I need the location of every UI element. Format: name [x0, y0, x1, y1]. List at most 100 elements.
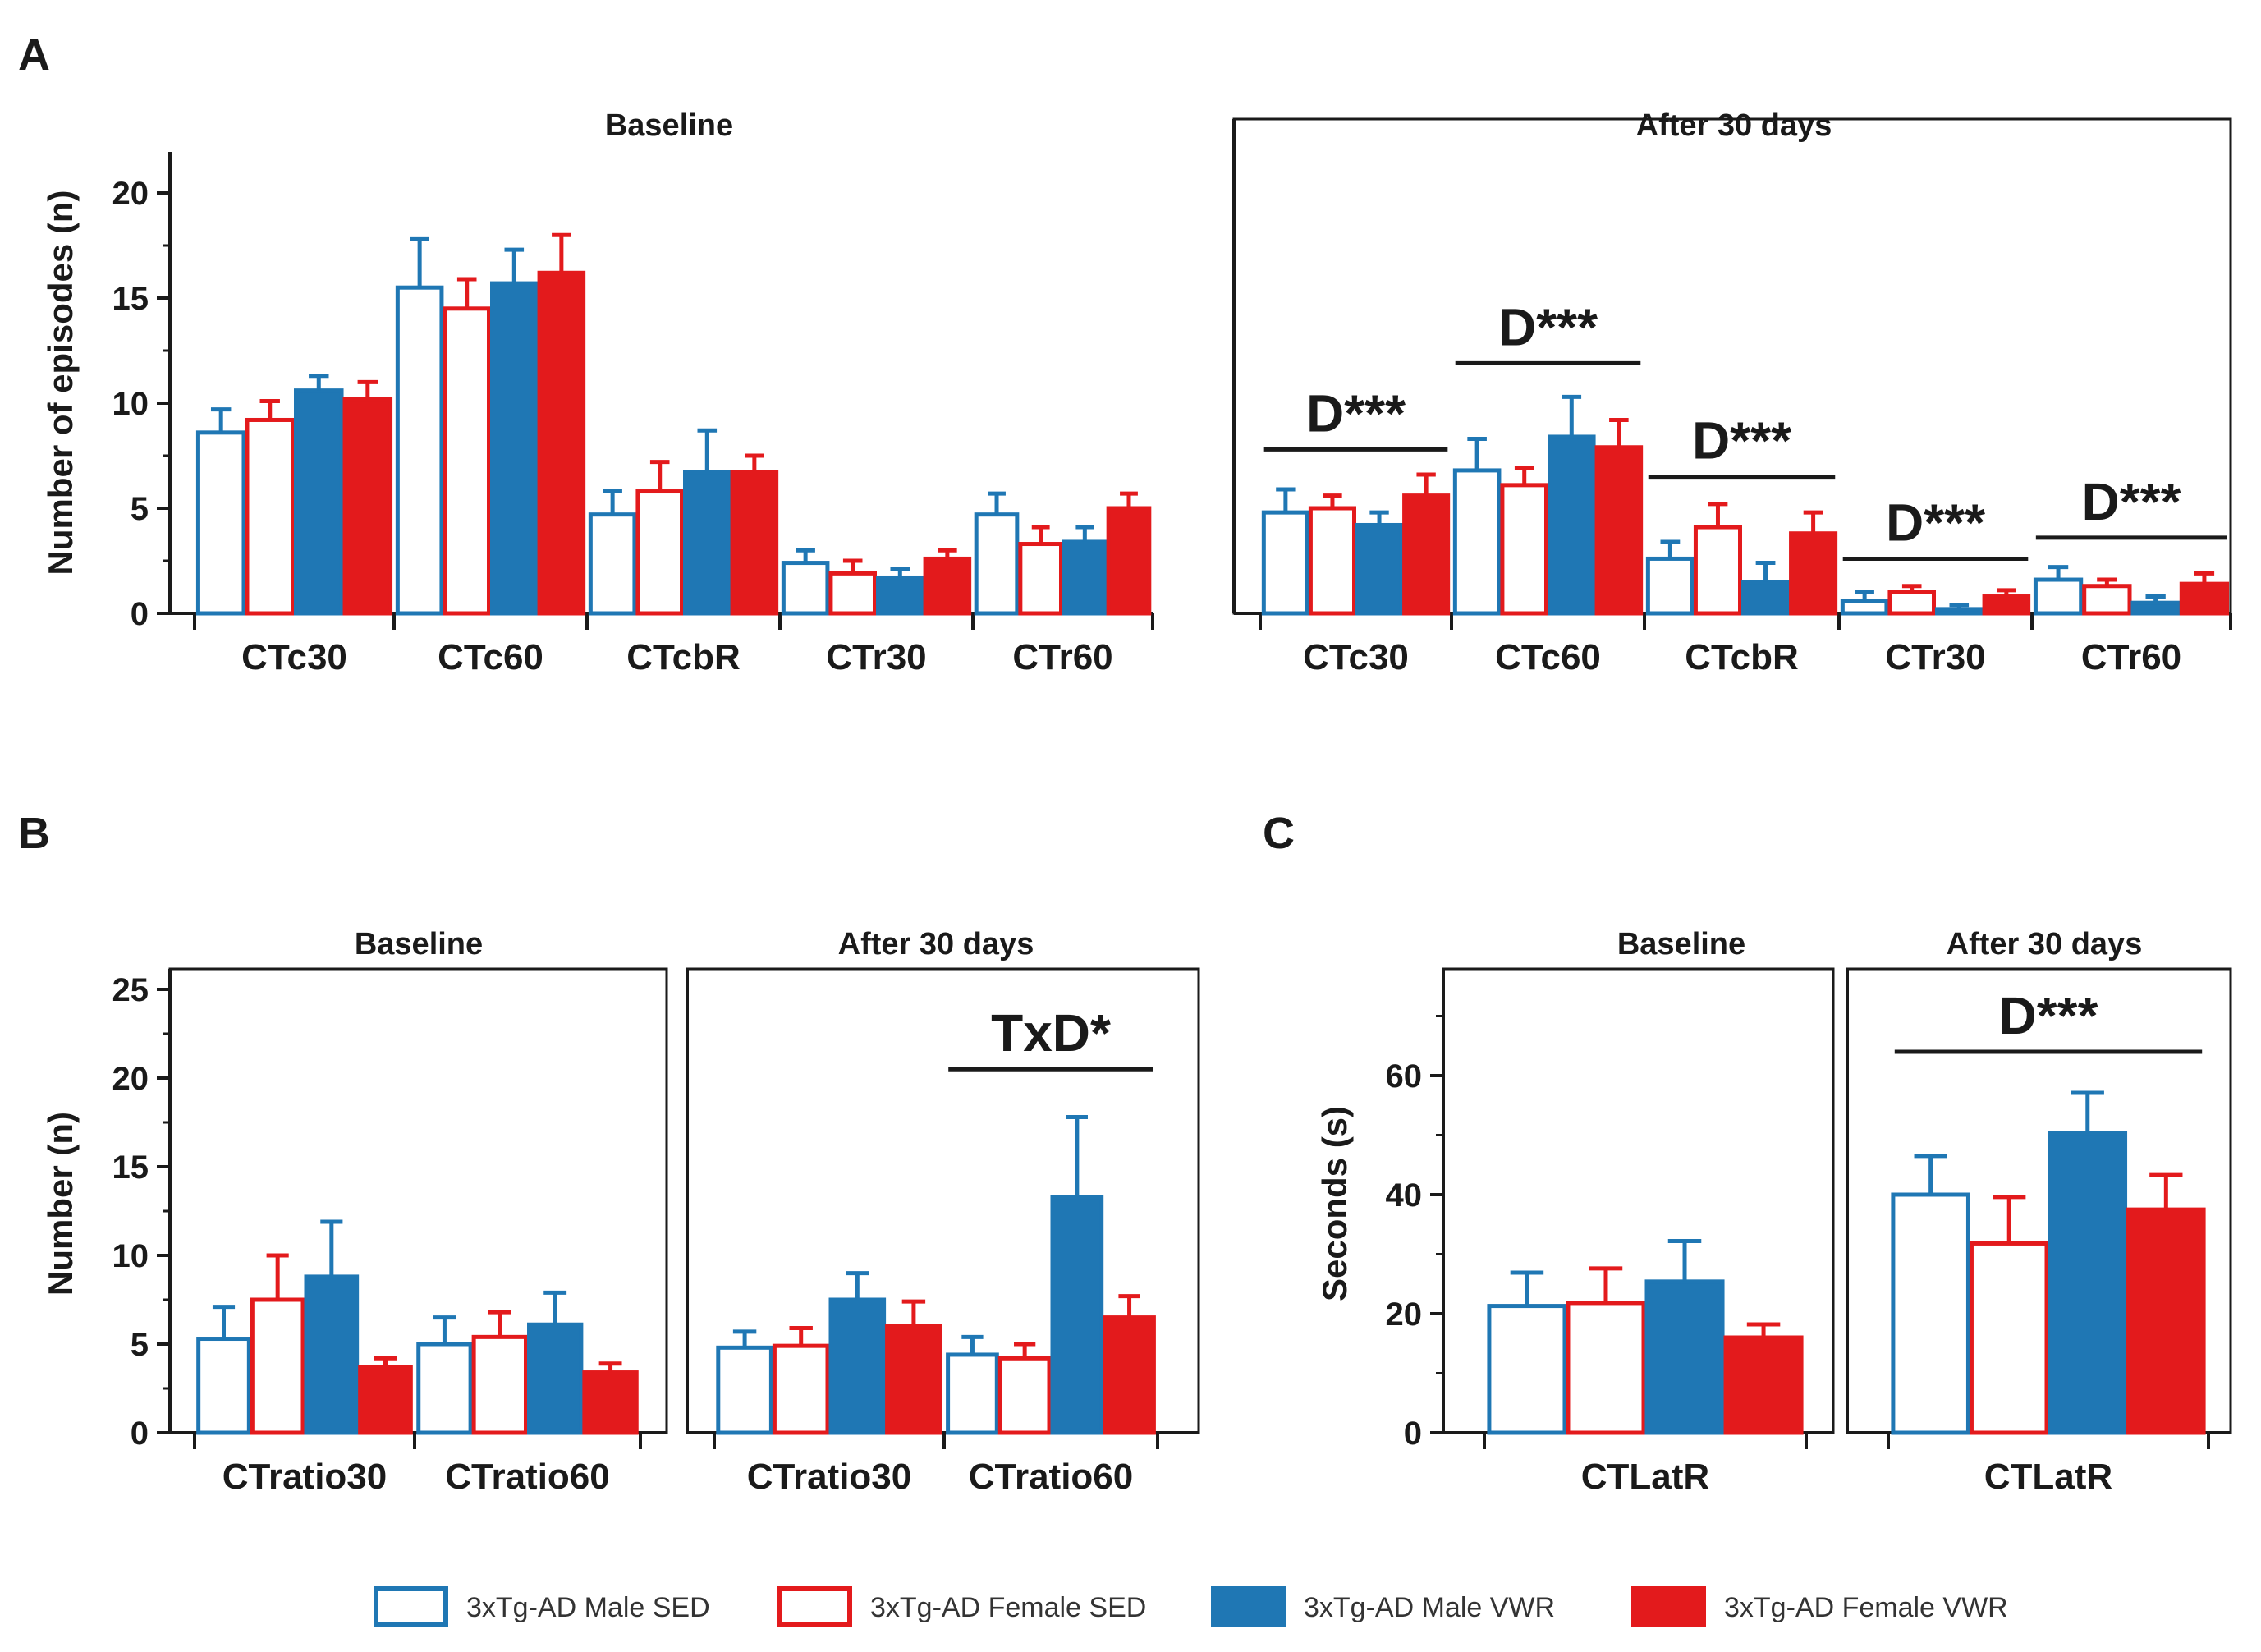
x-tick-label-ctratio60: CTratio60 — [445, 1457, 610, 1497]
bar-3xtg-ad-male-vwr-ctratio60 — [1050, 1195, 1104, 1435]
legend-swatch-3xtg-ad-male-sed — [374, 1586, 448, 1627]
bar-3xtg-ad-male-sed-ctr60 — [974, 512, 1020, 616]
legend: 3xTg-AD Male SED 3xTg-AD Female SED 3xTg-A… — [374, 1586, 2008, 1627]
bar-3xtg-ad-male-vwr-ctc60 — [1548, 434, 1596, 616]
y-axis-label: Number (n) — [41, 1112, 80, 1296]
panel-title: Baseline — [605, 108, 733, 143]
x-tick-label-ctc30: CTc30 — [1303, 637, 1409, 677]
bar-3xtg-ad-female-sed-ctlatr — [1969, 1241, 2049, 1435]
bar-3xtg-ad-male-sed-ctc60 — [395, 285, 444, 616]
bar-3xtg-ad-male-vwr-ctr60 — [2130, 600, 2181, 616]
bar-3xtg-ad-female-vwr-ctr30 — [923, 556, 972, 616]
x-tick-label-ctr30: CTr30 — [826, 637, 926, 677]
x-tick-label-ctlatr: CTLatR — [1581, 1457, 1709, 1497]
bar-3xtg-ad-female-vwr-ctr60 — [2179, 581, 2230, 616]
bar-3xtg-ad-male-sed-ctratio60 — [416, 1342, 473, 1435]
bar-3xtg-ad-female-sed-ctr60 — [1018, 542, 1063, 616]
bar-3xtg-ad-female-sed-ctcbr — [635, 489, 684, 616]
bar-3xtg-ad-male-vwr-ctc30 — [1355, 522, 1404, 616]
bar-3xtg-ad-female-vwr-ctratio60 — [582, 1370, 639, 1435]
chart-C-after: After 30 days CTLatR D*** — [1846, 927, 2232, 1497]
bar-3xtg-ad-female-sed-ctratio30 — [250, 1297, 305, 1435]
x-tick-label-ctc60: CTc60 — [438, 637, 543, 677]
chart-A-after: After 30 days CTc30 CTc60 CTcbR CTr30 CTr60 D*… — [1232, 108, 2232, 677]
y-tick-label: 20 — [1386, 1296, 1423, 1333]
bar-3xtg-ad-male-sed-ctlatr — [1487, 1304, 1567, 1435]
bar-3xtg-ad-female-vwr-ctcbr — [730, 470, 779, 616]
y-tick-label: 5 — [131, 1327, 149, 1363]
bar-3xtg-ad-female-sed-ctc60 — [1500, 483, 1549, 616]
y-tick-label: 60 — [1386, 1058, 1423, 1094]
bar-3xtg-ad-female-sed-ctratio30 — [772, 1343, 830, 1435]
legend-label: 3xTg-AD Female VWR — [1724, 1592, 2008, 1623]
bar-3xtg-ad-male-vwr-ctc60 — [490, 281, 539, 616]
bar-3xtg-ad-male-sed-ctratio60 — [946, 1352, 999, 1435]
bar-3xtg-ad-male-vwr-ctc30 — [294, 388, 344, 616]
legend-swatch-3xtg-ad-male-vwr — [1211, 1586, 1286, 1627]
bar-3xtg-ad-female-vwr-ctratio30 — [358, 1365, 413, 1435]
bar-3xtg-ad-female-vwr-ctr30 — [1982, 594, 2031, 616]
bar-3xtg-ad-female-sed-ctc60 — [443, 306, 491, 616]
bar-3xtg-ad-female-sed-ctc30 — [1308, 506, 1357, 616]
panel-title: After 30 days — [1636, 108, 1832, 143]
y-tick-label: 15 — [112, 281, 149, 317]
bar-3xtg-ad-female-vwr-ctratio60 — [1103, 1315, 1156, 1435]
chart-B-baseline: B Baseline 0 5 10 15 20 25 Number (n) CTratio30 CT… — [18, 809, 668, 1497]
bar-3xtg-ad-female-vwr-ctlatr — [1723, 1335, 1804, 1435]
x-tick-label-ctcbr: CTcbR — [1685, 637, 1799, 677]
legend-swatch-3xtg-ad-female-vwr — [1631, 1586, 1706, 1627]
chart-C-baseline: C Baseline 0 20 40 60 Seconds (s) CTLatR — [1263, 809, 1835, 1497]
x-tick-label-ctr60: CTr60 — [2081, 637, 2181, 677]
bar-3xtg-ad-female-vwr-ctc60 — [537, 270, 586, 616]
significance-label: D*** — [1886, 493, 1985, 552]
bar-3xtg-ad-female-sed-ctr60 — [2082, 584, 2132, 616]
legend-swatch-3xtg-ad-female-sed — [777, 1586, 852, 1627]
bar-3xtg-ad-male-vwr-ctratio60 — [527, 1322, 584, 1435]
bar-3xtg-ad-male-sed-ctcbr — [588, 512, 637, 616]
panel-letter-B: B — [18, 809, 50, 858]
y-axis-label: Number of episodes (n) — [41, 190, 80, 575]
chart-B-after: After 30 days CTratio30 CTratio60 TxD* — [686, 927, 1200, 1497]
bar-3xtg-ad-female-vwr-ctcbr — [1789, 531, 1838, 616]
bar-3xtg-ad-female-vwr-ctc30 — [342, 397, 393, 616]
significance-label: D*** — [1999, 986, 2098, 1045]
significance-label: D*** — [1306, 383, 1406, 443]
x-tick-label-ctratio60: CTratio60 — [969, 1457, 1134, 1497]
panel-title: Baseline — [1617, 927, 1745, 961]
bar-3xtg-ad-male-sed-ctcbr — [1645, 556, 1695, 616]
bar-3xtg-ad-female-vwr-ctratio30 — [885, 1324, 942, 1435]
y-tick-label: 0 — [131, 1416, 149, 1452]
panel-title: Baseline — [355, 927, 483, 961]
significance-label: D*** — [2082, 472, 2181, 531]
bar-3xtg-ad-female-sed-ctc30 — [245, 417, 295, 616]
bar-3xtg-ad-male-sed-ctratio30 — [196, 1337, 251, 1435]
significance-label: TxD* — [991, 1003, 1111, 1062]
bar-3xtg-ad-male-vwr-ctr60 — [1062, 539, 1108, 616]
bar-3xtg-ad-male-sed-ctc30 — [195, 430, 246, 616]
legend-label: 3xTg-AD Female SED — [870, 1592, 1146, 1623]
bar-3xtg-ad-male-vwr-ctr30 — [876, 575, 924, 616]
y-tick-label: 5 — [131, 491, 149, 527]
legend-label: 3xTg-AD Male VWR — [1304, 1592, 1555, 1623]
x-tick-label-ctcbr: CTcbR — [626, 637, 741, 677]
y-tick-label: 0 — [131, 596, 149, 632]
bar-3xtg-ad-male-sed-ctc30 — [1261, 510, 1309, 616]
chart-A-baseline: A Baseline 0 5 10 15 20 Number of episodes (n) C… — [18, 30, 1154, 677]
x-tick-label-ctlatr: CTLatR — [1984, 1457, 2112, 1497]
bar-3xtg-ad-female-sed-ctratio60 — [471, 1334, 528, 1435]
bar-3xtg-ad-male-vwr-ctcbr — [1741, 580, 1791, 616]
y-tick-label: 10 — [112, 386, 149, 422]
panel-title: After 30 days — [1947, 927, 2143, 961]
bar-3xtg-ad-female-vwr-ctc30 — [1402, 493, 1451, 616]
bar-3xtg-ad-male-vwr-ctratio30 — [304, 1274, 360, 1435]
bar-3xtg-ad-male-vwr-ctlatr — [2048, 1131, 2128, 1435]
x-tick-label-ctc30: CTc30 — [241, 637, 347, 677]
bar-3xtg-ad-female-vwr-ctr60 — [1106, 506, 1152, 616]
legend-label: 3xTg-AD Male SED — [466, 1592, 710, 1623]
bar-3xtg-ad-male-sed-ctr30 — [781, 561, 830, 616]
bar-3xtg-ad-male-vwr-ctlatr — [1644, 1279, 1725, 1435]
y-tick-label: 10 — [112, 1238, 149, 1274]
bar-3xtg-ad-male-sed-ctlatr — [1891, 1192, 1970, 1435]
x-tick-label-ctr60: CTr60 — [1012, 637, 1112, 677]
